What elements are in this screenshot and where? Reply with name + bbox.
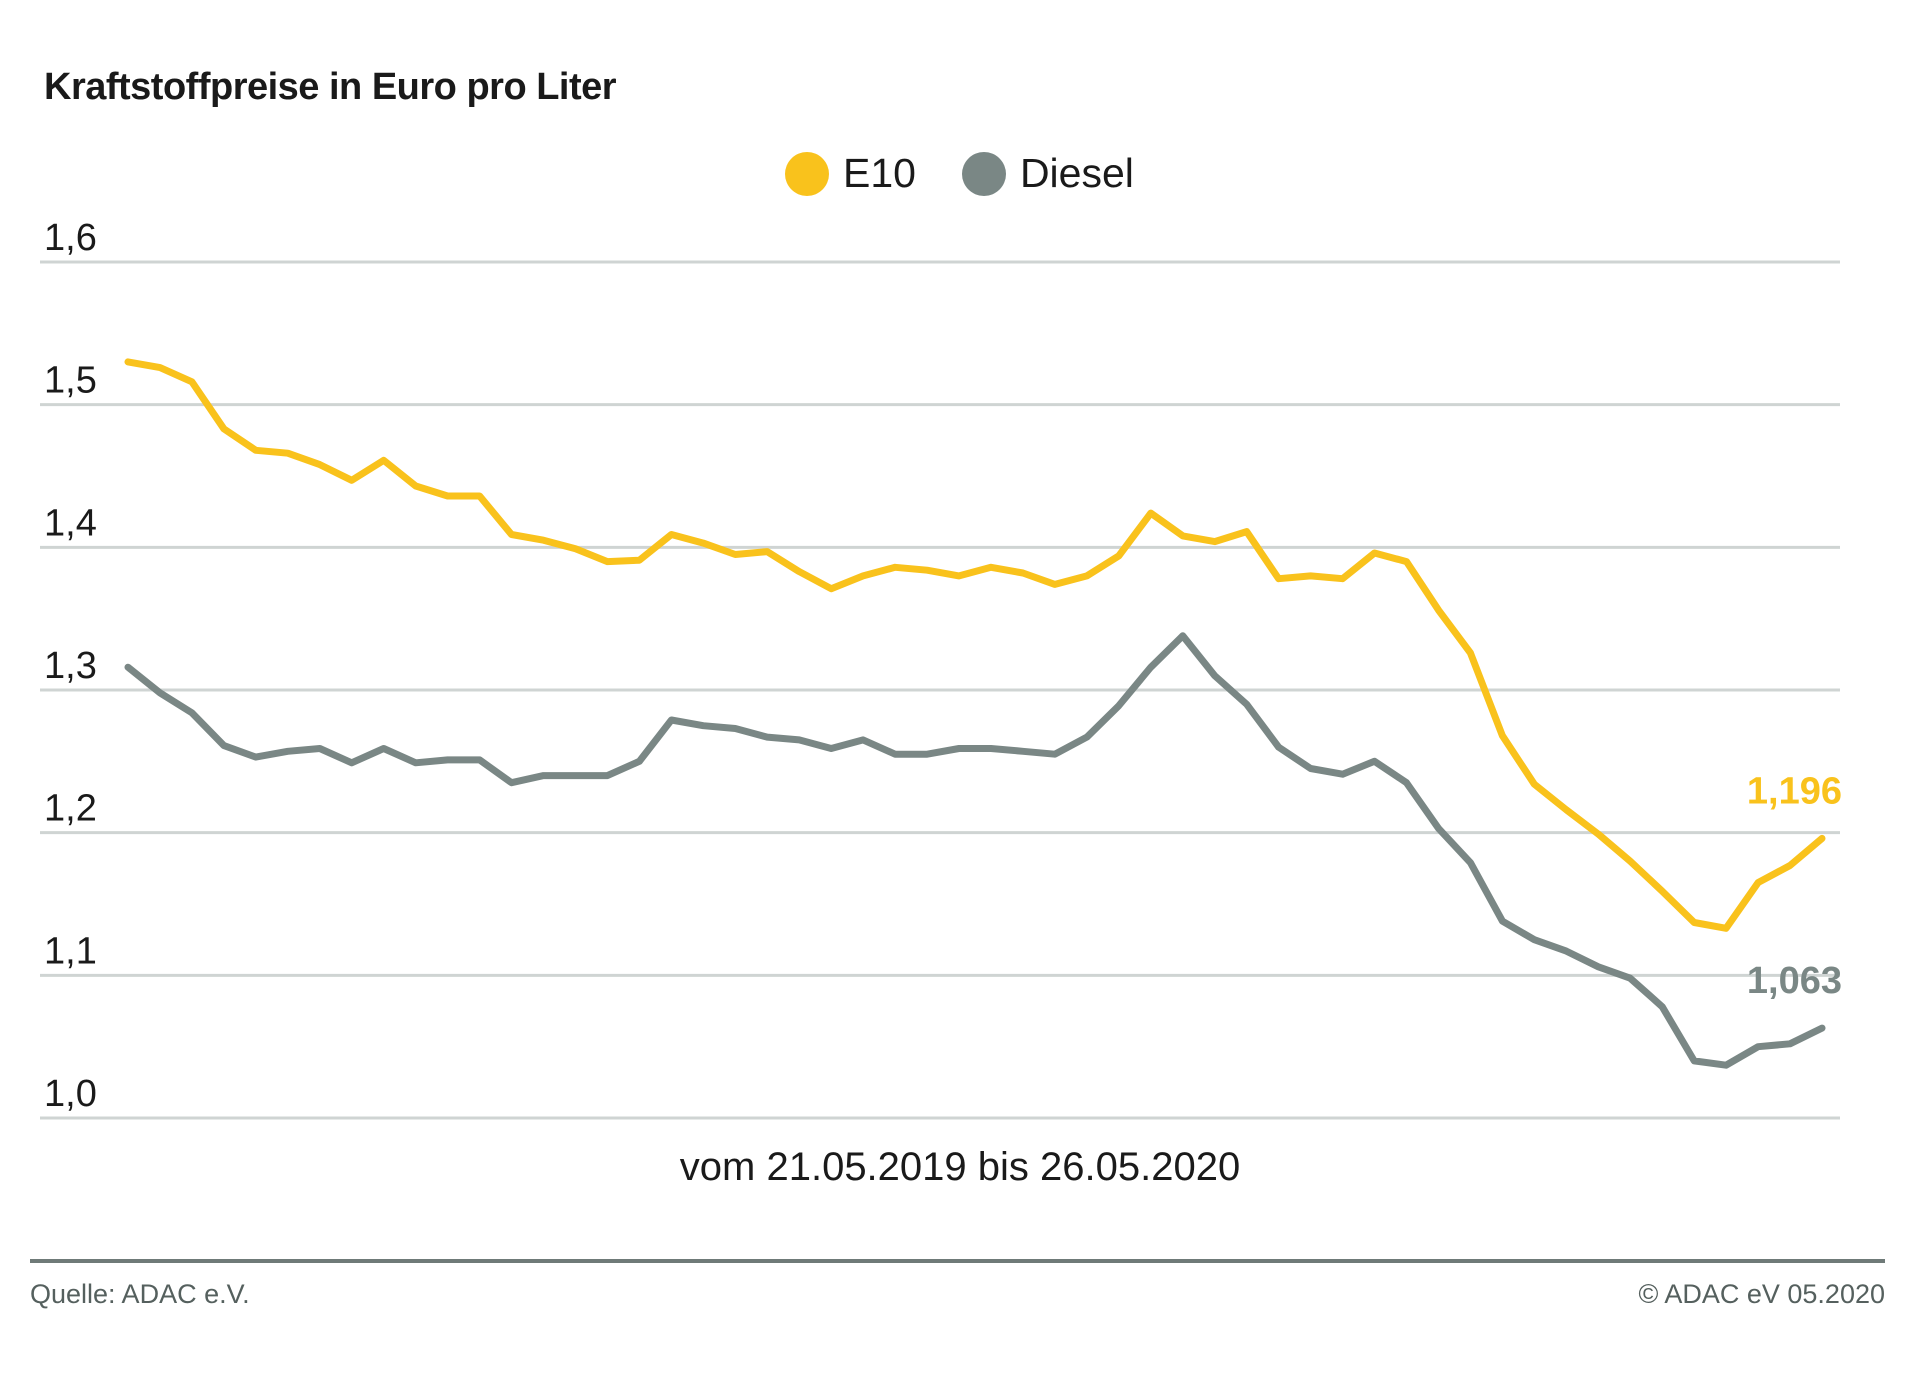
series-line-e10 [124, 358, 1826, 932]
source-note: Quelle: ADAC e.V. [30, 1279, 250, 1309]
footer-divider [30, 1259, 1885, 1263]
end-value-labels: 1,196 1,063 [1747, 770, 1842, 1002]
y-tick-label: 1,2 [44, 788, 97, 830]
legend-label-diesel: Diesel [1019, 150, 1134, 196]
y-tick-label: 1,3 [44, 645, 97, 687]
y-tick-label: 1,1 [44, 930, 97, 972]
y-tick-label: 1,0 [44, 1073, 97, 1115]
legend-swatch-diesel [961, 151, 1006, 196]
chart-title: Kraftstoffpreise in Euro pro Liter [44, 66, 617, 108]
series-lines [124, 358, 1826, 1069]
y-tick-label: 1,5 [44, 360, 97, 402]
legend: E10 Diesel [785, 150, 1134, 197]
end-value-label-diesel: 1,063 [1747, 960, 1842, 1002]
x-axis-caption-text: vom 21.05.2019 bis 26.05.2020 [679, 1145, 1241, 1189]
y-tick-label: 1,6 [44, 217, 97, 259]
end-value-label-e10: 1,196 [1747, 770, 1842, 812]
legend-label-e10: E10 [843, 150, 916, 196]
series-line-diesel [124, 632, 1826, 1069]
legend-item-e10: E10 [785, 150, 916, 197]
x-axis-caption: vom 21.05.2019 bis 26.05.2020 [0, 1145, 1920, 1190]
y-tick-label: 1,4 [44, 502, 97, 544]
copyright-note: © ADAC eV 05.2020 [1638, 1279, 1885, 1309]
legend-swatch-e10 [785, 151, 829, 196]
legend-item-diesel: Diesel [961, 150, 1134, 197]
grid-lines [40, 260, 1840, 1120]
y-axis-tick-labels: 1,0 1,1 1,2 1,3 1,4 1,5 1,6 [44, 217, 97, 1115]
